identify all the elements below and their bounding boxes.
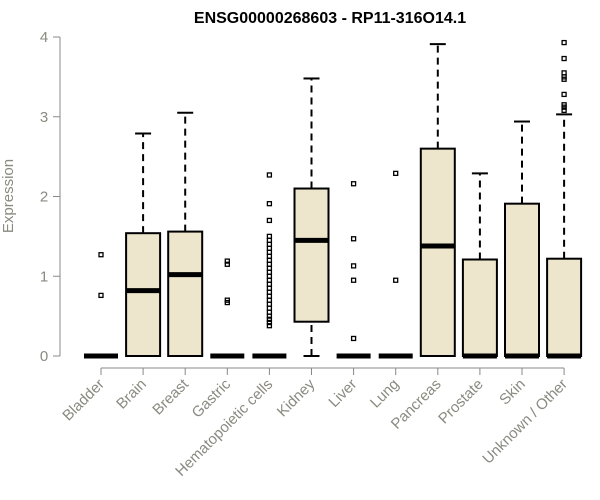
- chart-title: ENSG00000268603 - RP11-316O14.1: [194, 10, 466, 27]
- box: [461, 258, 498, 357]
- outlier-point: [350, 181, 357, 187]
- outlier-point: [561, 91, 567, 98]
- outlier-point: [561, 102, 567, 108]
- outlier-point: [98, 292, 104, 299]
- x-tick-label: Lung: [367, 376, 403, 412]
- box: [293, 187, 330, 323]
- outlier-point: [224, 261, 230, 267]
- outlier-point: [266, 233, 273, 240]
- outlier-point: [98, 252, 104, 258]
- x-tick-label: Skin: [496, 376, 529, 409]
- x-tick-label: Prostate: [435, 376, 487, 428]
- x-tick-label: Liver: [325, 376, 360, 411]
- box: [167, 230, 204, 357]
- outlier-point: [224, 297, 230, 303]
- box: [419, 147, 456, 357]
- y-tick-label: 1: [40, 268, 48, 285]
- outlier-point: [266, 323, 273, 329]
- outlier-point: [224, 258, 230, 264]
- outlier-point: [266, 217, 273, 224]
- outlier-point: [393, 170, 399, 177]
- outlier-point: [350, 263, 357, 269]
- box: [546, 257, 583, 357]
- y-tick-label: 4: [40, 29, 48, 46]
- y-tick-label: 2: [40, 189, 48, 206]
- x-tick-label: Bladder: [59, 376, 108, 425]
- outlier-point: [350, 335, 357, 342]
- box: [504, 202, 540, 357]
- box: [125, 232, 162, 357]
- outlier-point: [350, 277, 357, 283]
- outlier-point: [266, 201, 273, 207]
- x-tick-label: Brain: [113, 376, 150, 413]
- outlier-point: [266, 319, 273, 326]
- y-tick-label: 0: [40, 348, 48, 365]
- outlier-point: [266, 172, 273, 178]
- y-axis-title: Expression: [0, 159, 17, 233]
- outlier-point: [393, 277, 399, 283]
- x-tick-label: Kidney: [274, 375, 319, 420]
- outlier-point: [266, 316, 273, 322]
- x-tick-label: Breast: [149, 375, 192, 418]
- outlier-point: [561, 107, 567, 114]
- outlier-point: [561, 39, 567, 46]
- outlier-point: [561, 55, 567, 62]
- outlier-point: [350, 236, 357, 242]
- outlier-point: [561, 70, 567, 76]
- y-tick-label: 3: [40, 109, 48, 126]
